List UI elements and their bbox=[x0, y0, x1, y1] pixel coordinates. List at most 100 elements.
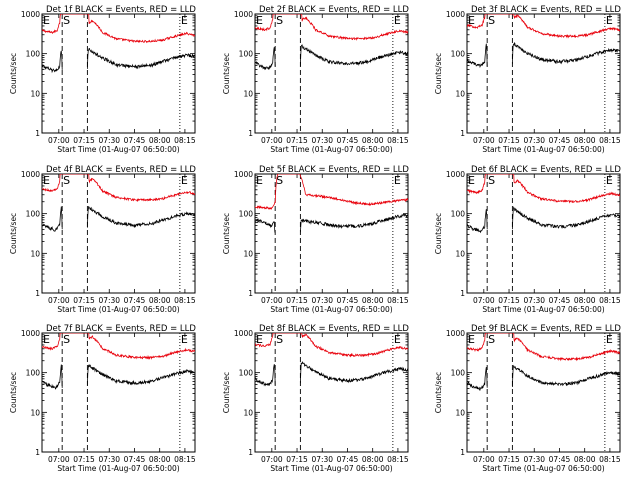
y-axis-label: Counts/sec bbox=[222, 53, 231, 94]
data-group bbox=[42, 333, 195, 390]
y-tick-label: 1000 bbox=[21, 170, 40, 179]
marker-label: E bbox=[256, 333, 263, 346]
panel-title: Det 7f BLACK = Events, RED = LLD bbox=[46, 324, 196, 334]
series-events bbox=[255, 360, 408, 387]
x-axis-label: Start Time (01-Aug-07 06:50:00) bbox=[57, 464, 179, 473]
y-tick-label: 100 bbox=[26, 50, 41, 59]
x-tick-label: 08:15 bbox=[174, 296, 196, 305]
x-tick-label: 07:00 bbox=[48, 455, 70, 464]
panel-8: Det 8f BLACK = Events, RED = LLD 1 10 100 10… bbox=[222, 324, 409, 473]
x-tick-label: 07:45 bbox=[124, 136, 146, 145]
series-events bbox=[467, 41, 620, 69]
panel-3: Det 3f BLACK = Events, RED = LLD 1 10 100 10… bbox=[434, 5, 621, 154]
x-tick-label: 07:15 bbox=[73, 136, 95, 145]
y-tick-label: 1 bbox=[248, 448, 253, 457]
panel-9: Det 9f BLACK = Events, RED = LLD 1 10 100 10… bbox=[434, 324, 621, 473]
x-tick-label: 07:30 bbox=[98, 455, 120, 464]
x-tick-label: 07:15 bbox=[498, 136, 520, 145]
x-tick-label: 08:00 bbox=[574, 455, 596, 464]
y-axis-label: Counts/sec bbox=[434, 53, 443, 94]
marker-label: E bbox=[468, 14, 475, 27]
marker-label: S bbox=[63, 14, 70, 27]
panel-5: Det 5f BLACK = Events, RED = LLD 1 10 100 10… bbox=[222, 165, 409, 314]
data-group bbox=[42, 14, 195, 74]
y-tick-label: 1000 bbox=[446, 170, 465, 179]
panel-title: Det 2f BLACK = Events, RED = LLD bbox=[259, 5, 409, 15]
x-tick-label: 07:30 bbox=[311, 136, 333, 145]
plot-frame bbox=[41, 173, 196, 294]
x-axis-label: Start Time (01-Aug-07 06:50:00) bbox=[270, 464, 392, 473]
marker-label: S bbox=[63, 333, 70, 346]
panel-title: Det 1f BLACK = Events, RED = LLD bbox=[46, 5, 196, 15]
y-tick-label: 10 bbox=[243, 249, 253, 258]
marker-label: S bbox=[276, 333, 283, 346]
series-events bbox=[255, 213, 408, 234]
data-group bbox=[255, 14, 408, 71]
marker-label: E bbox=[606, 14, 613, 27]
x-tick-label: 08:15 bbox=[387, 455, 409, 464]
x-tick-label: 07:00 bbox=[261, 296, 283, 305]
y-tick-label: 1 bbox=[35, 129, 40, 138]
x-tick-label: 07:30 bbox=[523, 136, 545, 145]
y-tick-label: 100 bbox=[26, 369, 41, 378]
series-events bbox=[42, 364, 195, 390]
y-tick-label: 1000 bbox=[446, 10, 465, 19]
plot-frame bbox=[254, 173, 409, 294]
x-tick-label: 07:00 bbox=[261, 136, 283, 145]
marker-label: S bbox=[276, 14, 283, 27]
y-tick-label: 10 bbox=[243, 89, 253, 98]
x-tick-label: 07:15 bbox=[286, 296, 308, 305]
x-tick-label: 08:00 bbox=[362, 136, 384, 145]
plot-frame bbox=[466, 332, 621, 453]
y-tick-label: 10 bbox=[30, 249, 40, 258]
x-tick-label: 07:30 bbox=[98, 296, 120, 305]
y-tick-label: 10 bbox=[30, 408, 40, 417]
x-tick-label: 08:15 bbox=[387, 296, 409, 305]
y-tick-label: 1000 bbox=[234, 329, 253, 338]
plot-frame bbox=[254, 13, 409, 134]
x-tick-label: 08:00 bbox=[574, 136, 596, 145]
y-tick-label: 1000 bbox=[446, 329, 465, 338]
series-lld bbox=[467, 14, 620, 39]
x-tick-label: 08:15 bbox=[599, 455, 621, 464]
y-tick-label: 100 bbox=[239, 50, 254, 59]
series-lld bbox=[42, 174, 195, 202]
marker-label: E bbox=[606, 174, 613, 187]
panel-1: Det 1f BLACK = Events, RED = LLD 1 10 100 10… bbox=[9, 5, 196, 154]
marker-label: S bbox=[488, 333, 495, 346]
y-tick-label: 100 bbox=[26, 210, 41, 219]
plot-frame bbox=[41, 13, 196, 134]
marker-label: E bbox=[43, 14, 50, 27]
x-tick-label: 07:15 bbox=[286, 455, 308, 464]
y-tick-label: 1 bbox=[35, 448, 40, 457]
x-tick-label: 07:00 bbox=[48, 136, 70, 145]
y-tick-label: 1 bbox=[460, 289, 465, 298]
marker-label: E bbox=[468, 333, 475, 346]
y-tick-label: 10 bbox=[455, 89, 465, 98]
panel-title: Det 8f BLACK = Events, RED = LLD bbox=[259, 324, 409, 334]
x-tick-label: 07:15 bbox=[498, 455, 520, 464]
x-axis-label: Start Time (01-Aug-07 06:50:00) bbox=[482, 145, 604, 154]
y-tick-label: 1 bbox=[35, 289, 40, 298]
marker-label: S bbox=[276, 174, 283, 187]
x-axis-label: Start Time (01-Aug-07 06:50:00) bbox=[482, 305, 604, 314]
y-tick-label: 1 bbox=[460, 448, 465, 457]
series-lld bbox=[467, 333, 620, 362]
x-tick-label: 08:00 bbox=[149, 455, 171, 464]
x-tick-label: 07:45 bbox=[337, 136, 359, 145]
marker-label: E bbox=[181, 14, 188, 27]
y-tick-label: 1 bbox=[248, 129, 253, 138]
y-tick-label: 100 bbox=[239, 369, 254, 378]
y-tick-label: 10 bbox=[30, 89, 40, 98]
x-tick-label: 08:15 bbox=[174, 136, 196, 145]
y-tick-label: 1 bbox=[460, 129, 465, 138]
data-group bbox=[255, 174, 408, 234]
marker-label: S bbox=[488, 174, 495, 187]
x-tick-label: 08:15 bbox=[387, 136, 409, 145]
plot-frame bbox=[41, 332, 196, 453]
series-lld bbox=[255, 333, 408, 358]
series-lld bbox=[255, 174, 408, 211]
x-tick-label: 07:45 bbox=[124, 296, 146, 305]
y-tick-label: 100 bbox=[451, 50, 466, 59]
